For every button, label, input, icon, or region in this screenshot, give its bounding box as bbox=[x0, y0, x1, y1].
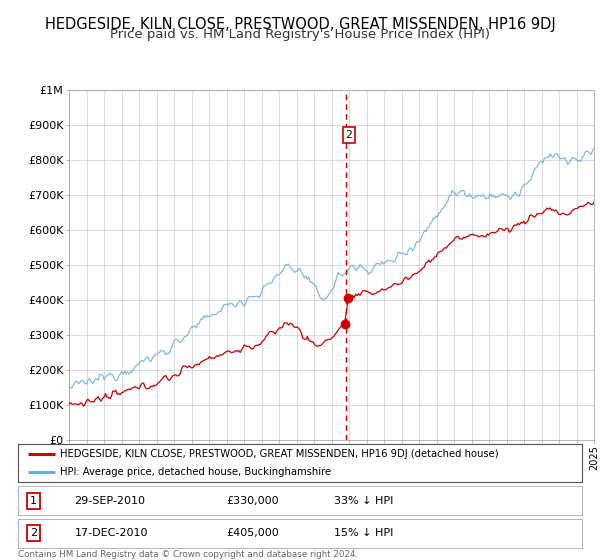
Text: 29-SEP-2010: 29-SEP-2010 bbox=[74, 496, 145, 506]
Text: HPI: Average price, detached house, Buckinghamshire: HPI: Average price, detached house, Buck… bbox=[60, 467, 331, 477]
Text: Contains HM Land Registry data © Crown copyright and database right 2024.: Contains HM Land Registry data © Crown c… bbox=[18, 550, 358, 559]
Text: HEDGESIDE, KILN CLOSE, PRESTWOOD, GREAT MISSENDEN, HP16 9DJ (detached house): HEDGESIDE, KILN CLOSE, PRESTWOOD, GREAT … bbox=[60, 449, 499, 459]
Text: 15% ↓ HPI: 15% ↓ HPI bbox=[334, 528, 393, 538]
Text: £405,000: £405,000 bbox=[227, 528, 280, 538]
Text: 33% ↓ HPI: 33% ↓ HPI bbox=[334, 496, 393, 506]
Text: 2: 2 bbox=[346, 130, 352, 140]
Text: 17-DEC-2010: 17-DEC-2010 bbox=[74, 528, 148, 538]
Text: 2: 2 bbox=[30, 528, 37, 538]
Text: £330,000: £330,000 bbox=[227, 496, 280, 506]
Text: HEDGESIDE, KILN CLOSE, PRESTWOOD, GREAT MISSENDEN, HP16 9DJ: HEDGESIDE, KILN CLOSE, PRESTWOOD, GREAT … bbox=[44, 17, 556, 32]
Text: 1: 1 bbox=[30, 496, 37, 506]
Text: Price paid vs. HM Land Registry's House Price Index (HPI): Price paid vs. HM Land Registry's House … bbox=[110, 28, 490, 41]
